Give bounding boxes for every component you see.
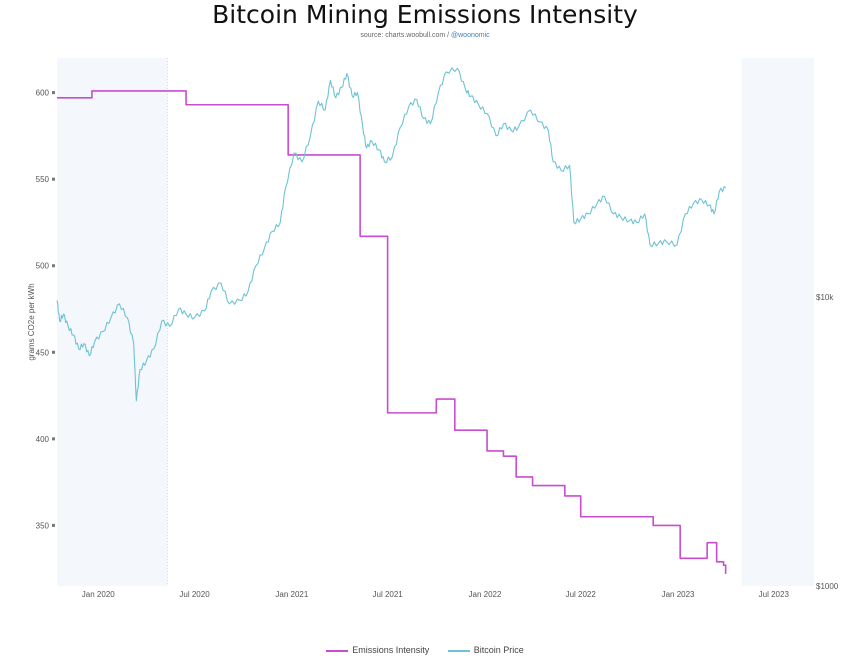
x-tick-label-2: Jan 2021 <box>275 590 308 599</box>
y-tick-label-450: 450 <box>36 348 50 357</box>
y-tick-label-400: 400 <box>36 435 50 444</box>
x-tick-label-0: Jan 2020 <box>82 590 115 599</box>
legend-swatch-emissions <box>326 649 349 652</box>
legend-swatch-price <box>447 649 470 652</box>
chart-canvas: 350 400 450 500 550 600 $10k $1000 Jan 2020 Jul… <box>27 58 839 599</box>
y-tick-label-500: 500 <box>36 262 50 271</box>
right-tick-label-1000: $1000 <box>816 582 839 591</box>
legend-label-price: Bitcoin Price <box>473 645 524 655</box>
y-tick-label-550: 550 <box>36 175 50 184</box>
y-tick-label-350: 350 <box>36 521 50 530</box>
x-tick-label-4: Jan 2022 <box>469 590 502 599</box>
x-axis: Jan 2020 Jul 2020 Jan 2021 Jul 2021 Jan 2022… <box>82 590 790 599</box>
y-tick-mark-500 <box>52 264 55 268</box>
right-tick-label-10000: $10k <box>816 293 834 302</box>
y-tick-mark-450 <box>52 350 55 354</box>
x-tick-label-5: Jul 2022 <box>566 590 597 599</box>
y-tick-mark-600 <box>52 91 55 95</box>
chart-title: Bitcoin Mining Emissions Intensity <box>212 0 638 29</box>
x-tick-label-1: Jul 2020 <box>179 590 210 599</box>
legend-label-emissions: Emissions Intensity <box>352 645 430 655</box>
y-tick-label-600: 600 <box>36 89 50 98</box>
subtitle-source: source: charts.woobull.com / <box>360 32 452 39</box>
chart-subtitle: source: charts.woobull.com / @woonomic <box>0 32 850 39</box>
subtitle-handle-link[interactable]: @woonomic <box>451 32 490 39</box>
y-tick-mark-550 <box>52 177 55 181</box>
series-line-price <box>56 67 727 402</box>
series-line-emissions <box>57 90 727 574</box>
x-tick-label-3: Jul 2021 <box>373 590 404 599</box>
shaded-range-1 <box>741 58 814 586</box>
legend-item-price[interactable]: Bitcoin Price <box>447 645 524 655</box>
legend-item-emissions[interactable]: Emissions Intensity <box>326 645 429 655</box>
series-lines <box>56 67 727 574</box>
right-axis: $10k $1000 <box>816 293 839 591</box>
y-axis: 350 400 450 500 550 600 <box>36 89 55 530</box>
legend: Emissions Intensity Bitcoin Price <box>0 645 850 655</box>
shaded-ranges <box>57 58 814 586</box>
y-tick-mark-350 <box>52 523 55 527</box>
shaded-range-0 <box>57 58 168 586</box>
y-tick-mark-400 <box>52 437 55 441</box>
y-axis-label: grams CO2e per kWh <box>27 283 36 360</box>
x-tick-label-6: Jan 2023 <box>662 590 695 599</box>
x-tick-label-7: Jul 2023 <box>759 590 790 599</box>
